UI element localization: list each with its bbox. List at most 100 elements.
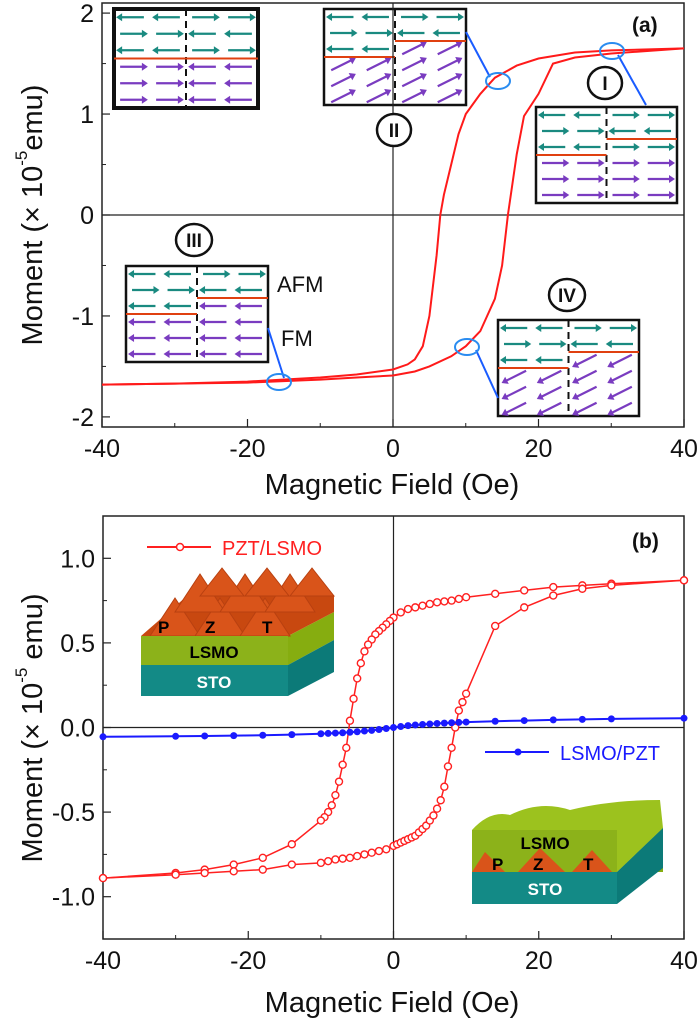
pzt-lsmo-point — [363, 640, 373, 649]
lsmo-pzt-point — [382, 725, 390, 733]
afm-spin-arrow — [401, 13, 429, 21]
fm-spin-arrow — [501, 369, 527, 384]
pzt-lsmo-point — [429, 811, 438, 820]
pzt-lsmo-point — [171, 870, 180, 879]
afm-spin-arrow — [432, 29, 460, 37]
pzt-lsmo-point — [352, 851, 362, 861]
panel-b: -40 -20 0 20 40 -1.0 -0.5 0.0 0.5 1.0 P Z T LSMO … — [12, 515, 698, 1019]
afm-spin-arrow — [330, 29, 358, 37]
pzt-lsmo-point — [258, 865, 267, 874]
fm-spin-arrow — [612, 159, 640, 167]
fm-spin-arrow — [401, 41, 427, 56]
pzt-lsmo-point — [316, 858, 326, 868]
state-label-ii: II — [375, 112, 413, 148]
y-tick-label: -0.5 — [52, 799, 95, 827]
fm-spin-arrow — [156, 79, 184, 88]
afm-spin-arrow — [167, 286, 195, 294]
svg-text:III: III — [186, 231, 202, 252]
callout-ellipse — [599, 42, 625, 60]
pzt-lsmo-point — [258, 853, 267, 862]
afm-spin-arrow — [397, 29, 425, 37]
x-tick-label: 20 — [525, 947, 553, 975]
pzt-lsmo-point — [349, 694, 358, 703]
y-tick-label: 1 — [80, 101, 94, 129]
afm-spin-arrow — [647, 143, 676, 151]
afm-spin-arrow — [612, 143, 640, 151]
lsmo-pzt-point — [426, 720, 434, 728]
panel-a-axes: -40 -20 0 20 40 -2 -1 0 1 2 — [72, 0, 698, 463]
afm-spin-arrow — [192, 13, 220, 22]
x-tick-label: 0 — [387, 947, 401, 975]
afm-spin-arrow — [163, 270, 191, 278]
lsmo-pzt-point — [288, 731, 296, 739]
pzt-lsmo-point — [331, 855, 340, 864]
y-tick-label: 0.0 — [60, 715, 95, 743]
lsmo-pzt-point — [578, 715, 586, 723]
afm-spin-arrow — [326, 45, 354, 53]
pzt-lsmo-point — [458, 697, 467, 707]
state-label-i: I — [586, 65, 624, 101]
lsmo-pzt-point — [317, 730, 325, 738]
svg-text:P: P — [492, 855, 503, 874]
callout-line — [465, 31, 491, 78]
fm-spin-arrow — [199, 318, 227, 326]
afm-spin-arrow — [326, 13, 354, 21]
panel-a-curves — [101, 47, 685, 386]
pzt-lsmo-point — [607, 581, 616, 590]
svg-text:II: II — [389, 121, 400, 142]
fm-spin-arrow — [366, 57, 392, 72]
fm-label: FM — [281, 326, 313, 351]
pzt-on-lsmo-inset: P Z T LSMO STO — [141, 567, 336, 696]
pzt-lsmo-point — [334, 777, 344, 786]
fm-spin-arrow — [156, 95, 184, 104]
fm-spin-arrow — [120, 62, 148, 71]
pzt-lsmo-point — [338, 760, 347, 769]
afm-spin-arrow — [612, 111, 640, 119]
fm-spin-arrow — [541, 175, 570, 183]
pzt-lsmo-point — [403, 604, 413, 614]
pzt-lsmo-point — [352, 674, 362, 683]
state-label-iv: IV — [547, 277, 587, 313]
afm-spin-arrow — [570, 340, 598, 348]
afm-spin-arrow — [228, 46, 256, 55]
fm-spin-arrow — [330, 73, 356, 88]
fm-spin-arrow — [401, 89, 427, 104]
fm-spin-arrow — [188, 79, 216, 88]
fm-spin-arrow — [572, 385, 598, 400]
spin-diagram-initial — [112, 7, 260, 110]
svg-text:P: P — [158, 618, 169, 637]
lsmo-pzt-point — [346, 728, 354, 736]
svg-text:I: I — [602, 74, 607, 95]
lsmo-pzt-point — [491, 717, 499, 725]
pzt-lsmo-point — [454, 706, 464, 715]
x-tick-label: -20 — [230, 947, 266, 975]
afm-spin-arrow — [116, 13, 144, 22]
panel-b-curves — [98, 576, 689, 883]
panel-b-axes: -40 -20 0 20 40 -1.0 -0.5 0.0 0.5 1.0 — [52, 515, 698, 975]
afm-spin-arrow — [238, 270, 266, 278]
pzt-lsmo-point — [229, 860, 238, 869]
afm-spin-arrow — [535, 324, 563, 332]
fm-spin-arrow — [234, 302, 262, 310]
pzt-lsmo-point — [287, 840, 297, 849]
fm-spin-arrow — [607, 353, 633, 368]
lsmo-pzt-point — [549, 716, 557, 724]
panel-a: -40 -20 0 20 40 -2 -1 0 1 2 (a) Magnetic Field (O… — [12, 0, 698, 501]
fm-spin-arrow — [188, 62, 216, 71]
afm-spin-arrow — [120, 29, 148, 38]
lsmo-pzt-point — [440, 719, 448, 727]
pzt-lsmo-point — [440, 782, 449, 791]
fm-spin-arrow — [607, 385, 633, 400]
panel-a-ylabel: Moment (× 10-5emu) — [12, 85, 49, 346]
afm-spin-arrow — [192, 46, 220, 55]
pzt-lsmo-point — [461, 593, 471, 602]
pzt-lsmo-point — [342, 743, 351, 753]
pzt-lsmo-point — [345, 716, 355, 725]
afm-spin-arrow — [116, 46, 144, 55]
fm-spin-arrow — [541, 159, 570, 167]
fm-spin-arrow — [234, 350, 262, 358]
lsmo-pzt-point — [520, 717, 528, 725]
x-tick-label: 40 — [670, 435, 698, 463]
afm-spin-arrow — [365, 29, 393, 37]
